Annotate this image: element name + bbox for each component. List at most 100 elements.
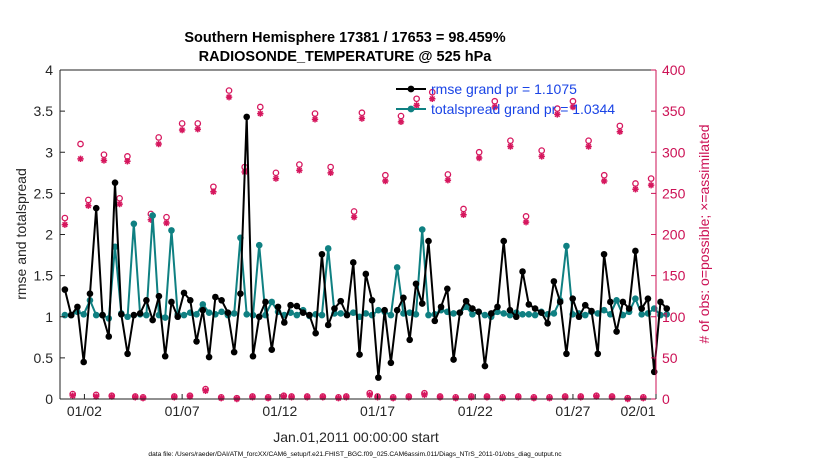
rmse-point	[500, 237, 508, 245]
obs-assimilated-marker	[585, 143, 592, 150]
rmse-point	[381, 306, 388, 314]
obs-assimilated-marker	[202, 387, 209, 394]
totalspread-point	[92, 311, 100, 319]
rmse-point	[400, 294, 407, 302]
rmse-point	[212, 293, 219, 301]
y-tick-right-label: 0	[662, 391, 670, 407]
x-tick-label: 01/22	[458, 403, 493, 419]
totalspread-point	[425, 311, 432, 319]
rmse-point	[594, 350, 602, 358]
y-tick-right-label: 300	[662, 144, 686, 160]
obs-assimilated-marker	[280, 393, 287, 400]
totalspread-point	[506, 311, 514, 319]
obs-assimilated-marker	[218, 394, 225, 402]
rmse-point	[168, 298, 175, 306]
rmse-point	[588, 307, 595, 315]
x-tick-label: 01/07	[165, 403, 200, 419]
obs-assimilated-marker	[429, 95, 436, 102]
obs-assimilated-marker	[546, 394, 553, 402]
rmse-point	[318, 250, 326, 258]
totalspread-point	[180, 311, 188, 319]
rmse-point	[161, 352, 169, 360]
obs-assimilated-marker	[397, 118, 405, 126]
totalspread-point	[362, 310, 370, 317]
rmse-point	[306, 311, 313, 319]
totalspread-point	[193, 310, 200, 318]
rmse-point	[531, 305, 539, 312]
totalspread-point	[600, 306, 608, 314]
totalspread-point	[243, 310, 250, 318]
obs-assimilated-marker	[108, 393, 115, 400]
obs-assimilated-marker	[69, 392, 76, 399]
rmse-point	[519, 268, 526, 275]
y-tick-right-label: 350	[662, 103, 686, 119]
rmse-point	[362, 270, 370, 278]
obs-assimilated-marker	[257, 110, 264, 117]
y-axis-label-right: # of obs: o=possible; ×=assimilated	[696, 124, 712, 343]
obs-assimilated-marker	[499, 394, 506, 402]
rmse-point	[550, 278, 558, 285]
totalspread-point	[450, 310, 457, 317]
obs-assimilated-marker	[366, 391, 373, 399]
obs-assimilated-marker	[296, 167, 303, 174]
totalspread-point	[268, 298, 276, 306]
obs-assimilated-marker	[327, 169, 334, 177]
rmse-point	[80, 358, 87, 366]
rmse-point	[494, 303, 501, 311]
footer-data-file: data file: /Users/raeder/DAI/ATM_forcXX/…	[148, 451, 562, 458]
obs-assimilated-marker	[640, 394, 647, 402]
rmse-point	[118, 310, 125, 318]
rmse-point	[105, 333, 113, 340]
y-tick-right-label: 400	[662, 62, 686, 78]
obs-possible-marker	[77, 140, 84, 148]
rmse-point	[393, 306, 401, 314]
rmse-point	[644, 295, 652, 302]
rmse-point	[199, 306, 207, 314]
totalspread-point	[563, 242, 570, 250]
rmse-point	[406, 336, 414, 344]
legend-totalspread-marker	[407, 105, 415, 113]
series-lines	[61, 113, 671, 381]
rmse-point	[625, 305, 633, 312]
obs-assimilated-marker	[405, 394, 413, 401]
totalspread-point	[519, 310, 526, 318]
obs-assimilated-marker	[350, 214, 358, 221]
rmse-point	[312, 329, 319, 337]
rmse-point	[230, 348, 238, 356]
totalspread-point	[293, 311, 301, 319]
rmse-point	[632, 247, 639, 255]
rmse-point	[136, 310, 144, 317]
rmse-point	[657, 298, 664, 306]
totalspread-point	[255, 241, 263, 249]
totalspread-point	[124, 313, 131, 321]
totalspread-point	[663, 310, 671, 318]
totalspread-point	[581, 311, 589, 319]
totalspread-point	[80, 310, 87, 318]
rmse-point	[299, 309, 307, 316]
rmse-point	[462, 297, 470, 305]
rmse-point	[61, 286, 69, 293]
obs-assimilated-marker	[186, 393, 194, 400]
rmse-point	[124, 350, 131, 358]
totalspread-point	[469, 310, 476, 318]
totalspread-point	[61, 311, 69, 319]
totalspread-point	[494, 308, 501, 316]
rmse-point	[205, 353, 213, 361]
obs-assimilated-marker	[577, 394, 584, 401]
totalspread-point	[218, 308, 225, 316]
obs-assimilated-marker	[288, 394, 295, 401]
rmse-point	[544, 320, 551, 327]
obs-possible-marker	[428, 88, 436, 96]
obs-assimilated-marker	[61, 221, 69, 228]
rmse-point	[481, 362, 489, 370]
rmse-point	[368, 297, 376, 304]
obs-assimilated-marker	[601, 177, 608, 185]
obs-assimilated-marker	[178, 126, 186, 134]
rmse-point	[343, 311, 351, 319]
obs-assimilated-marker	[163, 219, 170, 227]
obs-assimilated-marker	[343, 394, 350, 401]
totalspread-point	[205, 309, 213, 316]
rmse-point	[92, 204, 100, 212]
rmse-point	[487, 310, 495, 317]
